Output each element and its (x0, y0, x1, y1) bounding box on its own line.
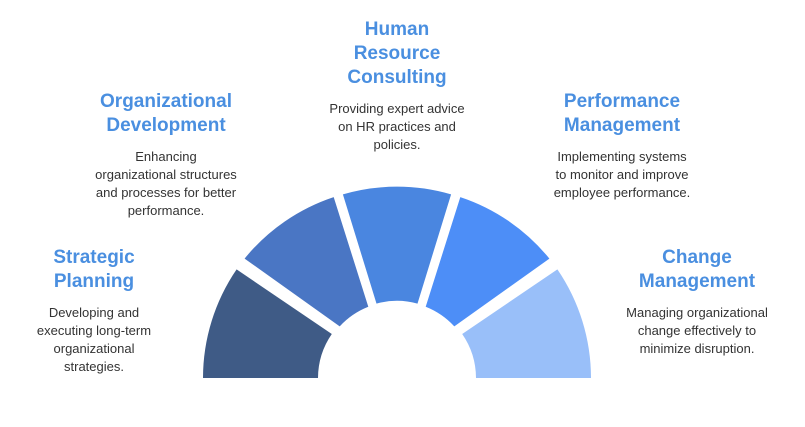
organizational-development-title: Organizational Development (100, 91, 232, 136)
label-change-management: Change Management Managing organizationa… (597, 246, 797, 358)
performance-management-description: Implementing systems to monitor and impr… (553, 149, 691, 200)
strategic-planning-title: Strategic Planning (53, 247, 135, 292)
human-resource-consulting-title: Human Resource Consulting (347, 19, 447, 88)
segment-performance-management[interactable] (425, 197, 550, 327)
segment-change-management[interactable] (462, 269, 591, 378)
label-performance-management: Performance Management Implementing syst… (527, 90, 717, 202)
performance-management-title: Performance Management (563, 91, 681, 136)
organizational-development-description: Enhancing organizational structures and … (95, 149, 237, 218)
segment-strategic-planning[interactable] (203, 269, 332, 378)
segment-organizational-development[interactable] (244, 197, 369, 327)
label-human-resource-consulting: Human Resource Consulting Providing expe… (302, 18, 492, 154)
label-strategic-planning: Strategic Planning Developing and execut… (15, 246, 173, 376)
human-resource-consulting-description: Providing expert advice on HR practices … (329, 101, 465, 152)
strategic-planning-description: Developing and executing long-term organ… (36, 305, 152, 374)
change-management-description: Managing organizational change effective… (626, 305, 768, 356)
segment-human-resource-consulting[interactable] (342, 186, 452, 304)
change-management-title: Change Management (638, 247, 756, 292)
label-organizational-development: Organizational Development Enhancing org… (70, 90, 262, 220)
